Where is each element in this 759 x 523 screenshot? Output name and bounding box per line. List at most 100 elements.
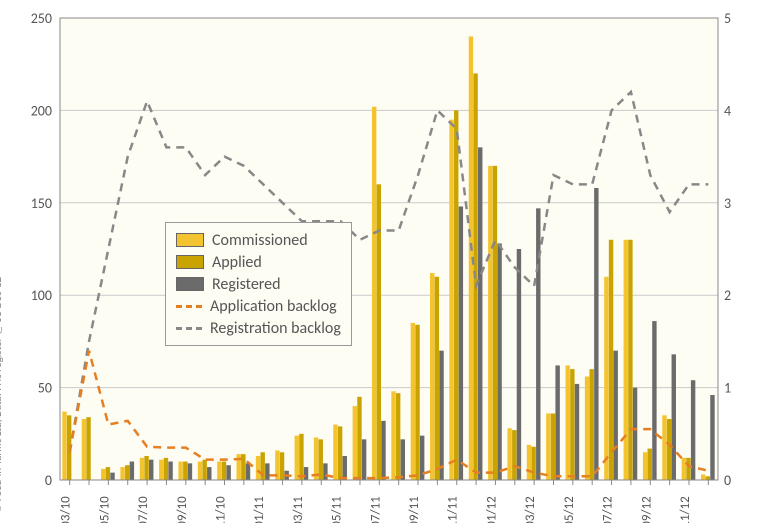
svg-text:3: 3 — [724, 195, 731, 212]
bar-registered — [594, 188, 598, 480]
legend-box: Commissioned AppliedRegistered Application… — [165, 222, 352, 346]
bar-commissioned — [643, 452, 647, 480]
bar-applied — [183, 462, 187, 480]
legend-marker — [176, 327, 202, 330]
bar-applied — [531, 447, 535, 480]
svg-text:250: 250 — [31, 10, 52, 27]
svg-text:09/10: 09/10 — [175, 496, 190, 523]
svg-text:01/12: 01/12 — [484, 496, 499, 523]
x-tick-label: 01/11 — [252, 496, 267, 523]
bar-applied — [202, 460, 206, 480]
y1-tick: 150 — [31, 195, 52, 212]
bar-applied — [589, 369, 593, 480]
bar-registered — [536, 208, 540, 480]
bar-commissioned — [333, 425, 337, 480]
bar-applied — [648, 449, 652, 480]
bar-registered — [381, 421, 385, 480]
bar-registered — [497, 243, 501, 480]
x-tick-label: 11/12 — [678, 496, 693, 523]
x-tick-label: 03/11 — [291, 496, 306, 523]
bar-commissioned — [372, 107, 376, 480]
svg-text:4: 4 — [724, 102, 731, 119]
svg-text:03/10: 03/10 — [59, 496, 74, 523]
y2-tick: 4 — [724, 102, 731, 119]
bar-registered — [149, 460, 153, 480]
bar-applied — [435, 277, 439, 480]
bar-commissioned — [140, 458, 144, 480]
legend-label: Application backlog — [210, 297, 337, 316]
bar-registered — [323, 463, 327, 480]
svg-text:11/11: 11/11 — [446, 496, 461, 523]
bar-commissioned — [604, 277, 608, 480]
bar-commissioned — [701, 474, 705, 480]
y1-tick: 50 — [38, 380, 52, 397]
svg-text:11/10: 11/10 — [214, 496, 229, 523]
bar-applied — [241, 454, 245, 480]
x-tick-label: 09/12 — [639, 496, 654, 523]
chart-svg: 05010015020025001234503/1005/1007/1009/1… — [0, 0, 759, 523]
legend-item: Commissioned — [176, 229, 341, 251]
bar-applied — [493, 166, 497, 480]
legend-item: Application backlog — [176, 295, 341, 317]
x-tick-label: 05/12 — [562, 496, 577, 523]
bar-registered — [168, 462, 172, 480]
bar-registered — [304, 467, 308, 480]
svg-text:100: 100 — [31, 287, 52, 304]
bar-commissioned — [565, 365, 569, 480]
bar-registered — [575, 384, 579, 480]
bar-registered — [613, 351, 617, 480]
bar-commissioned — [353, 406, 357, 480]
bar-commissioned — [256, 456, 260, 480]
bar-registered — [459, 206, 463, 480]
bar-applied — [338, 426, 342, 480]
bar-commissioned — [217, 462, 221, 480]
bar-registered — [517, 249, 521, 480]
bar-commissioned — [662, 415, 666, 480]
svg-text:05/12: 05/12 — [562, 496, 577, 523]
bar-commissioned — [546, 413, 550, 480]
bar-registered — [246, 463, 250, 480]
legend-label: Applied — [212, 253, 262, 272]
legend-marker — [176, 255, 204, 269]
x-tick-label: 11/10 — [214, 496, 229, 523]
legend-marker — [176, 305, 202, 308]
svg-text:2: 2 — [724, 287, 731, 304]
svg-text:5: 5 — [724, 10, 731, 27]
svg-text:0: 0 — [45, 472, 52, 489]
bar-commissioned — [391, 391, 395, 480]
bar-registered — [110, 473, 114, 480]
legend-label: Commissioned — [212, 231, 308, 250]
y2-tick: 2 — [724, 287, 731, 304]
x-tick-label: 07/10 — [136, 496, 151, 523]
bar-commissioned — [527, 445, 531, 480]
bar-applied — [106, 467, 110, 480]
y1-tick: 200 — [31, 102, 52, 119]
bar-applied — [667, 419, 671, 480]
y1-tick: 0 — [45, 472, 52, 489]
x-tick-label: 05/11 — [330, 496, 345, 523]
bar-commissioned — [430, 273, 434, 480]
svg-text:200: 200 — [31, 102, 52, 119]
x-tick-label: 05/10 — [97, 496, 112, 523]
bar-registered — [672, 354, 676, 480]
x-tick-label: 07/11 — [368, 496, 383, 523]
bar-commissioned — [295, 436, 299, 480]
bar-registered — [226, 465, 230, 480]
bar-applied — [86, 417, 90, 480]
bar-registered — [265, 463, 269, 480]
legend-item: Registered — [176, 273, 341, 295]
bar-commissioned — [449, 120, 453, 480]
bar-registered — [691, 380, 695, 480]
bar-commissioned — [624, 240, 628, 480]
bar-registered — [188, 463, 192, 480]
bar-applied — [628, 240, 632, 480]
legend-label: Registration backlog — [210, 319, 341, 338]
bar-applied — [164, 458, 168, 480]
bar-registered — [652, 321, 656, 480]
bar-commissioned — [82, 419, 86, 480]
svg-text:50: 50 — [38, 380, 52, 397]
x-tick-label: 11/11 — [446, 496, 461, 523]
x-tick-label: 03/10 — [59, 496, 74, 523]
svg-text:07/11: 07/11 — [368, 496, 383, 523]
legend-item: Registration backlog — [176, 317, 341, 339]
